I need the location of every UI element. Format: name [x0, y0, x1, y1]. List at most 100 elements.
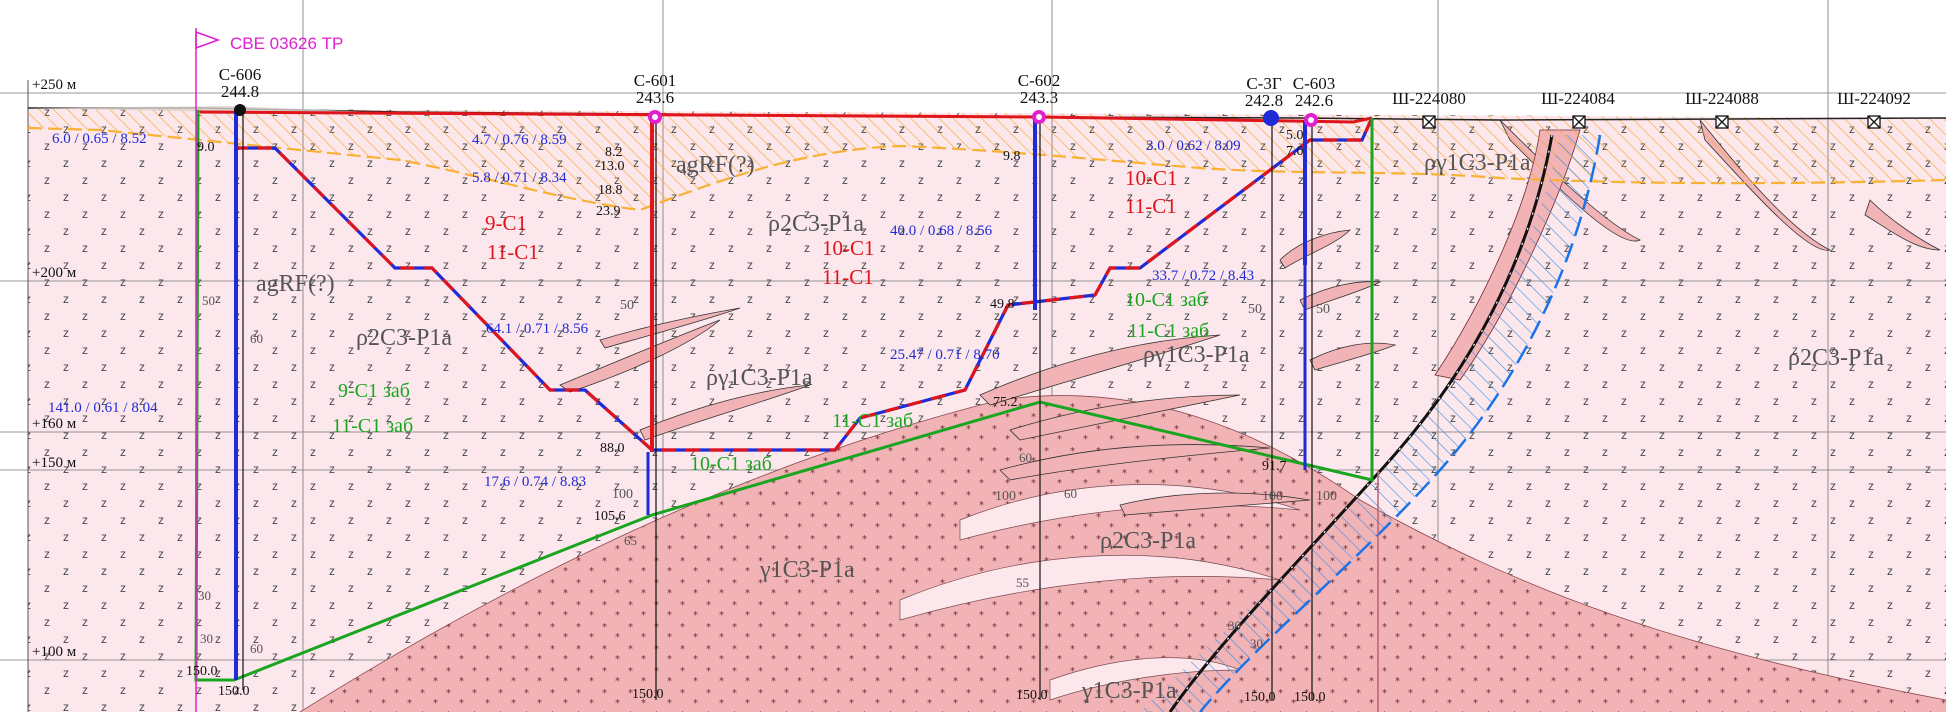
geology-label: ρ2C3-P1a: [1100, 528, 1196, 554]
depth-label: 105.6: [594, 509, 626, 524]
grade-label: 25.47 / 0.71 / 8.70: [890, 347, 1000, 363]
depth-label: 9.8: [1003, 149, 1021, 164]
grade-label: 4.7 / 0.76 / 8.59: [472, 132, 567, 148]
ore-contour-stepped-red-dash: [234, 117, 1374, 452]
well-name: С-3Г: [1246, 74, 1282, 93]
borehole-name: Ш-224080: [1392, 89, 1466, 108]
well-depth-labels: 9.0 150.0 150.0 8.2 13.0 18.8 23.9 50 88…: [186, 128, 1337, 705]
elevation-label: +160 м: [32, 416, 77, 432]
geology-label: ργ1C3-P1a: [706, 365, 813, 391]
well-headers: С-606 244.8 С-601 243.6 С-602 243.3 С-3Г…: [219, 65, 1336, 110]
dip-angle: 30: [1250, 636, 1263, 651]
survey-flag: [195, 28, 221, 712]
borehole-name: Ш-224092: [1837, 89, 1911, 108]
well-name: С-602: [1018, 71, 1061, 90]
depth-label: 18.8: [598, 183, 623, 198]
elevation-labels: +250 м +200 м +160 м +150 м +100 м: [32, 77, 77, 660]
dip-angle: 55: [1016, 575, 1029, 590]
depth-label: 7.0: [1286, 144, 1304, 159]
dip-angle: 65: [624, 533, 637, 548]
block-label: 11-C1: [487, 240, 539, 264]
depth-label: 50: [620, 298, 634, 313]
dip-angle: 50: [202, 293, 215, 308]
dip-angle: 30: [198, 588, 211, 603]
depth-label: 150.0: [218, 684, 250, 699]
borehole-name: Ш-224088: [1685, 89, 1759, 108]
block-label: 11-C1: [822, 265, 874, 289]
depth-label: 49.8: [990, 297, 1015, 312]
depth-label: 91.7: [1262, 459, 1287, 474]
depth-label: 8.2: [605, 145, 623, 160]
borehole-name: Ш-224084: [1541, 89, 1615, 108]
granite-body: [299, 395, 1946, 712]
fault-line: [1168, 134, 1554, 712]
depth-label: 100: [612, 487, 633, 502]
dip-angle: 60: [250, 331, 263, 346]
geology-label: ργ1C3-P1a: [1424, 150, 1531, 176]
depth-label: 150.0: [1016, 688, 1048, 703]
depth-label: 13.0: [600, 159, 625, 174]
well-traces: [234, 110, 1313, 700]
dip-angle: 60: [1019, 450, 1032, 465]
depth-label: 150.0: [1294, 690, 1326, 705]
block-label: 9-C1 заб: [338, 380, 410, 402]
dike-lenses: [559, 119, 1941, 516]
depth-label: 150.0: [186, 664, 218, 679]
well-name: С-606: [219, 65, 262, 84]
block-labels-green: 9-C1 заб 11-C1 заб 11-C1 заб 10-C1 заб 1…: [332, 289, 1209, 475]
elevation-label: +250 м: [32, 77, 77, 93]
grade-label: 3.0 / 0.62 / 8.09: [1146, 138, 1241, 154]
depth-label: 150.0: [1244, 690, 1276, 705]
grade-label: 17.6 / 0.74 / 8.83: [484, 474, 586, 490]
block-label: 11-C1 заб: [832, 410, 913, 432]
block-label: 10-C1: [822, 236, 875, 260]
geology-label: ρ2C3-P1a: [1788, 345, 1884, 371]
block-labels-red: 9-C1 11-C1 10-C1 11-C1 10-C1 11-C1: [485, 166, 1178, 289]
grade-labels: 6.0 / 0.65 / 8.52 4.7 / 0.76 / 8.59 5.8 …: [48, 131, 1254, 490]
block-label: 11-C1: [1125, 194, 1177, 218]
geology-label: agRF(?): [256, 271, 335, 297]
block-label: 11-C1 заб: [1128, 320, 1209, 342]
block-label: 9-C1: [485, 211, 527, 235]
geology-label: ρ2C3-P1a: [356, 325, 452, 351]
dip-angle: 30: [1228, 618, 1241, 633]
well-collars: [234, 104, 1318, 127]
block-label: 11-C1 заб: [332, 415, 413, 437]
depth-label: 9.0: [197, 140, 215, 155]
geology-label: ρ2C3-P1a: [768, 211, 864, 237]
dip-angle: 30: [200, 631, 213, 646]
fault-zone: [1140, 134, 1602, 712]
grade-label: 33.7 / 0.72 / 8.43: [1152, 268, 1254, 284]
depth-label: 150.0: [632, 687, 664, 702]
depth-label: 50: [1316, 302, 1330, 317]
depth-label: 50: [1248, 302, 1262, 317]
ore-contour-red: [199, 110, 1373, 124]
depth-label: 5.0: [1286, 128, 1304, 143]
dip-angle-labels: 45 50 60 60 60 30 30 60 65 55 30 30: [198, 163, 1263, 656]
block-label: 10-C1: [1125, 166, 1178, 190]
well-elevation: 243.3: [1020, 88, 1058, 107]
geology-label: γ1C3-P1a: [1081, 678, 1177, 704]
depth-label: 100: [995, 489, 1016, 504]
geology-label: γ1C3-P1a: [759, 557, 855, 583]
block-label: 10-C1 заб: [1125, 289, 1207, 311]
grade-label: 141.0 / 0.61 / 8.04: [48, 400, 158, 416]
dip-angle: 45: [680, 163, 693, 178]
grade-label: 6.0 / 0.65 / 8.52: [52, 131, 147, 147]
dip-angle: 60: [250, 641, 263, 656]
geology-label: ργ1C3-P1a: [1143, 342, 1250, 368]
block-label: 10-C1 заб: [690, 453, 772, 475]
dip-angle: 60: [1064, 486, 1077, 501]
well-elevation: 242.8: [1245, 91, 1283, 110]
survey-flag-label: СВЕ 03626 ТР: [230, 34, 343, 53]
elevation-label: +200 м: [32, 265, 77, 281]
well-elevation: 244.8: [221, 82, 259, 101]
well-name: С-601: [634, 71, 677, 90]
depth-label: 75.2: [993, 395, 1018, 410]
elevation-label: +150 м: [32, 455, 77, 471]
borehole-markers: [1422, 115, 1881, 129]
geology-labels: agRF(?) agRF(?) ρ2C3-P1a ρ2C3-P1a ρ2C3-P…: [256, 150, 1884, 704]
well-elevation: 242.6: [1295, 91, 1333, 110]
depth-label: 88.0: [600, 441, 625, 456]
